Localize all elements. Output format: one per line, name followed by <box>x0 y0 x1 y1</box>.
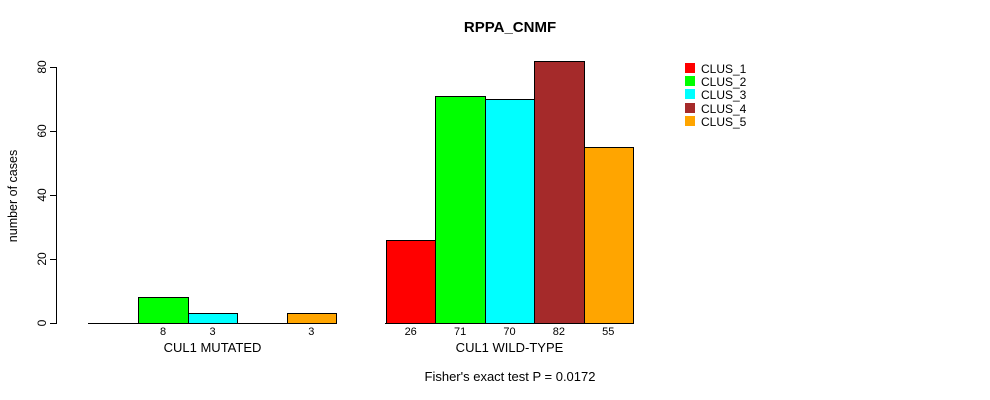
legend-swatch-icon <box>685 115 695 126</box>
bar-value-label: 82 <box>552 326 566 338</box>
y-tick <box>50 67 56 68</box>
bar-clus_5 <box>286 313 337 324</box>
legend-label: CLUS_4 <box>701 101 747 116</box>
bar-value-label: 8 <box>160 326 167 338</box>
bar-clus_3 <box>484 99 536 324</box>
bar-clus_2 <box>435 95 486 324</box>
fisher-test-annotation: Fisher's exact test P = 0.0172 <box>424 369 596 384</box>
y-axis-line <box>56 67 57 324</box>
y-tick-label: 20 <box>35 252 49 266</box>
y-tick-label: 80 <box>35 60 49 74</box>
y-tick <box>50 131 56 132</box>
bar-value-label: 26 <box>404 326 417 338</box>
legend-label: CLUS_1 <box>701 62 747 76</box>
y-tick <box>50 195 56 196</box>
y-tick <box>50 259 56 260</box>
legend-label: CLUS_2 <box>701 75 747 90</box>
bar-value-label: 71 <box>453 326 467 338</box>
bar-clus_5 <box>583 147 634 324</box>
bar-value-label: 3 <box>209 326 216 338</box>
legend-swatch-icon <box>685 102 695 113</box>
bar-value-label: 55 <box>602 326 615 338</box>
y-tick <box>50 323 56 324</box>
x-group-label: CUL1 WILD-TYPE <box>455 340 564 355</box>
y-tick-label: 0 <box>35 319 49 327</box>
y-tick-label: 40 <box>35 188 49 202</box>
bar-clus_1 <box>386 239 437 324</box>
bar-clus_4 <box>534 60 585 324</box>
legend-swatch-icon <box>685 76 695 87</box>
bar-clus_3 <box>187 313 239 324</box>
bar-value-label: 70 <box>503 326 516 338</box>
bar-value-label: 3 <box>308 326 315 338</box>
y-axis-title: number of cases <box>6 149 20 243</box>
y-tick-label: 60 <box>35 124 49 138</box>
chart-title: RPPA_CNMF <box>463 19 557 36</box>
legend-label: CLUS_3 <box>701 88 747 103</box>
bar-clus_2 <box>138 297 189 324</box>
legend-label: CLUS_5 <box>701 114 747 129</box>
legend-swatch-icon <box>685 89 695 100</box>
x-group-label: CUL1 MUTATED <box>163 340 262 355</box>
legend-swatch-icon <box>685 63 695 73</box>
